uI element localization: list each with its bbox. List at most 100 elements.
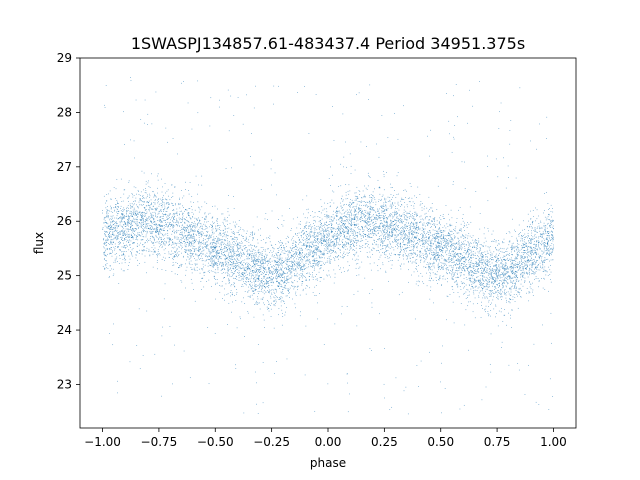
data-point [394, 224, 396, 225]
data-point [330, 253, 332, 254]
data-point [382, 207, 383, 209]
data-point [380, 235, 382, 237]
data-point [541, 236, 542, 238]
data-point [194, 221, 195, 223]
data-point [336, 211, 338, 213]
data-point [487, 286, 489, 288]
data-point [216, 221, 218, 222]
data-point [448, 234, 450, 236]
data-point [376, 143, 377, 145]
data-point [284, 268, 285, 269]
data-point [265, 287, 266, 289]
data-point [300, 268, 302, 269]
data-point [438, 255, 440, 257]
data-point [368, 175, 370, 177]
data-point [356, 239, 357, 241]
data-point [117, 380, 118, 382]
data-point [105, 222, 106, 223]
data-point [397, 201, 399, 203]
data-point [112, 233, 114, 235]
data-point [257, 260, 259, 262]
data-point [282, 289, 283, 290]
data-point [453, 256, 455, 258]
data-point [185, 230, 187, 232]
data-point [127, 228, 129, 229]
data-point [295, 255, 296, 257]
data-point [485, 386, 487, 388]
data-point [132, 196, 134, 198]
data-point [162, 230, 164, 231]
data-point [499, 280, 501, 281]
data-point [314, 216, 316, 218]
data-point [116, 256, 118, 258]
data-point [416, 259, 418, 260]
data-point [328, 233, 330, 235]
data-point [373, 228, 374, 230]
data-point [522, 271, 524, 273]
data-point [155, 232, 157, 233]
data-point [403, 209, 405, 211]
data-point [485, 271, 487, 273]
chart-title: 1SWASPJ134857.61-483437.4 Period 34951.3… [131, 34, 525, 53]
data-point [397, 225, 399, 227]
data-point [240, 227, 242, 229]
scatter-points [102, 77, 554, 415]
data-point [317, 238, 318, 239]
data-point [217, 237, 219, 239]
data-point [382, 226, 384, 228]
data-point [458, 296, 460, 298]
data-point [132, 233, 134, 234]
data-point [397, 259, 399, 261]
data-point [312, 216, 314, 218]
data-point [549, 246, 550, 248]
data-point [468, 233, 470, 234]
data-point [541, 233, 543, 235]
data-point [495, 269, 496, 271]
data-point [367, 202, 369, 203]
data-point [347, 242, 349, 243]
data-point [159, 216, 161, 218]
data-point [252, 249, 254, 251]
data-point [536, 245, 537, 247]
data-point [146, 201, 148, 203]
data-point [348, 204, 350, 206]
data-point [305, 293, 307, 295]
data-point [111, 217, 113, 219]
data-point [420, 257, 422, 259]
data-point [206, 221, 208, 223]
data-point [536, 254, 537, 256]
data-point [232, 274, 233, 276]
data-point [430, 245, 431, 246]
data-point [133, 242, 135, 243]
data-point [181, 232, 183, 234]
data-point [385, 254, 387, 256]
data-point [248, 262, 250, 264]
data-point [365, 210, 367, 212]
data-point [190, 235, 191, 237]
data-point [437, 259, 439, 260]
data-point [121, 239, 122, 240]
data-point [335, 231, 336, 232]
data-point [141, 233, 143, 235]
data-point [479, 282, 481, 284]
data-point [116, 221, 117, 223]
data-point [473, 278, 475, 280]
data-point [276, 194, 277, 196]
data-point [469, 206, 471, 208]
data-point [269, 258, 271, 260]
data-point [413, 256, 414, 258]
data-point [399, 232, 401, 234]
data-point [474, 239, 476, 241]
data-point [324, 202, 325, 204]
data-point [318, 211, 320, 212]
data-point [533, 259, 534, 260]
data-point [516, 266, 518, 268]
data-point [360, 246, 362, 247]
data-point [347, 373, 348, 375]
data-point [327, 215, 328, 217]
data-point [268, 267, 270, 269]
data-point [403, 248, 404, 250]
data-point [434, 237, 436, 239]
data-point [278, 250, 280, 251]
data-point [108, 193, 109, 195]
